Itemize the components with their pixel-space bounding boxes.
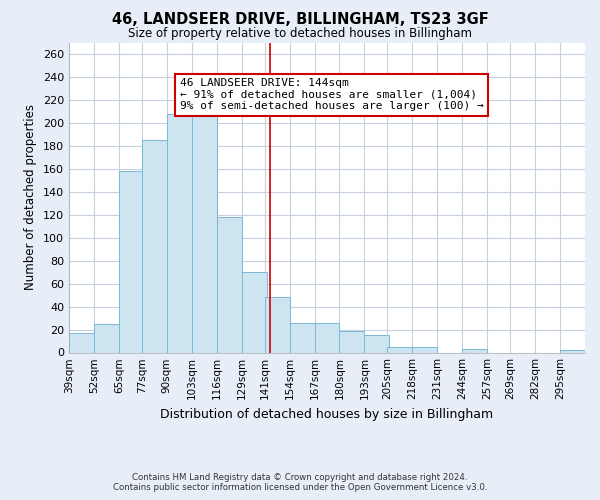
Bar (388, 347, 412, 352)
Text: 46, LANDSEER DRIVE, BILLINGHAM, TS23 3GF: 46, LANDSEER DRIVE, BILLINGHAM, TS23 3GF (112, 12, 488, 28)
Bar (340, 330, 364, 352)
Bar (265, 298, 290, 352)
Bar (192, 108, 217, 352)
Bar (119, 171, 144, 352)
Bar (560, 350, 585, 352)
Bar (364, 336, 389, 352)
Bar (290, 322, 314, 352)
Text: Size of property relative to detached houses in Billingham: Size of property relative to detached ho… (128, 28, 472, 40)
Bar (167, 114, 192, 352)
Text: 46 LANDSEER DRIVE: 144sqm
← 91% of detached houses are smaller (1,004)
9% of sem: 46 LANDSEER DRIVE: 144sqm ← 91% of detac… (180, 78, 484, 112)
Bar (217, 217, 242, 352)
Bar (142, 140, 167, 352)
Bar (412, 347, 437, 352)
Y-axis label: Number of detached properties: Number of detached properties (25, 104, 37, 290)
Bar (94, 324, 119, 352)
Bar (242, 272, 266, 352)
Bar (314, 322, 340, 352)
X-axis label: Distribution of detached houses by size in Billingham: Distribution of detached houses by size … (160, 408, 494, 421)
Bar (462, 349, 487, 352)
Bar (69, 333, 94, 352)
Text: Contains HM Land Registry data © Crown copyright and database right 2024.
Contai: Contains HM Land Registry data © Crown c… (113, 473, 487, 492)
